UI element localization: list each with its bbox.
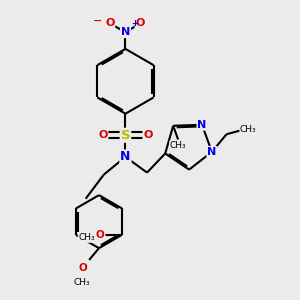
Text: O: O [105, 18, 114, 28]
Text: N: N [207, 147, 217, 157]
Text: −: − [93, 15, 103, 26]
Text: N: N [120, 150, 131, 164]
Text: N: N [121, 27, 130, 37]
Text: CH₃: CH₃ [170, 141, 186, 150]
Text: CH₃: CH₃ [78, 233, 95, 242]
Text: +: + [131, 19, 138, 28]
Text: S: S [121, 129, 130, 142]
Text: CH₃: CH₃ [74, 278, 91, 287]
Text: O: O [79, 263, 88, 273]
Text: O: O [96, 230, 105, 240]
Text: O: O [136, 18, 145, 28]
Text: O: O [143, 130, 153, 140]
Text: N: N [197, 120, 207, 130]
Text: O: O [98, 130, 108, 140]
Text: CH₃: CH₃ [240, 125, 256, 134]
